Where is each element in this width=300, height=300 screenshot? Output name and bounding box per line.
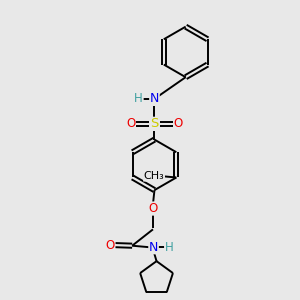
Text: H: H (134, 92, 143, 105)
Text: N: N (149, 241, 158, 254)
Text: O: O (126, 117, 135, 130)
Text: O: O (174, 117, 183, 130)
Text: O: O (148, 202, 158, 215)
Text: N: N (150, 92, 159, 105)
Text: O: O (106, 238, 115, 252)
Text: CH₃: CH₃ (144, 171, 164, 181)
Text: H: H (165, 241, 173, 254)
Text: S: S (150, 117, 159, 130)
